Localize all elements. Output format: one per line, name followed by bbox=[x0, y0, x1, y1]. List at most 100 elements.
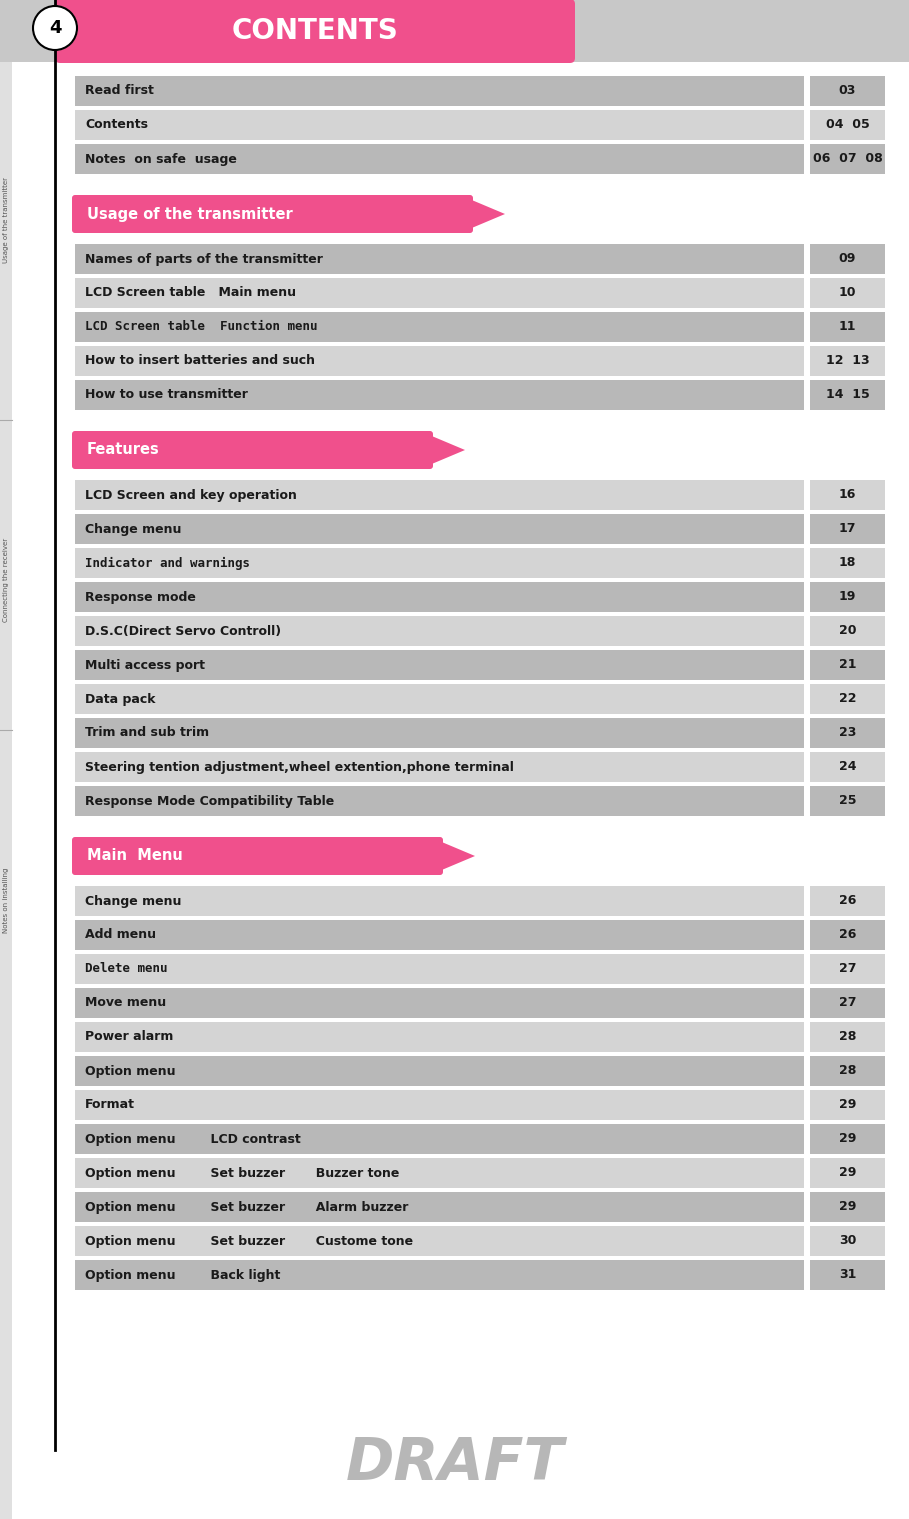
FancyBboxPatch shape bbox=[810, 1192, 885, 1221]
Text: 24: 24 bbox=[839, 761, 856, 773]
FancyBboxPatch shape bbox=[804, 987, 810, 1018]
FancyBboxPatch shape bbox=[72, 194, 473, 232]
FancyBboxPatch shape bbox=[75, 921, 804, 949]
Text: Usage of the transmitter: Usage of the transmitter bbox=[3, 178, 9, 263]
FancyBboxPatch shape bbox=[75, 684, 804, 714]
FancyBboxPatch shape bbox=[804, 718, 810, 747]
Polygon shape bbox=[467, 197, 505, 229]
FancyBboxPatch shape bbox=[804, 684, 810, 714]
Text: LCD Screen table   Main menu: LCD Screen table Main menu bbox=[85, 287, 296, 299]
FancyBboxPatch shape bbox=[804, 144, 810, 175]
FancyBboxPatch shape bbox=[804, 245, 810, 273]
Text: 17: 17 bbox=[839, 523, 856, 536]
Text: Indicator and warnings: Indicator and warnings bbox=[85, 556, 250, 570]
FancyBboxPatch shape bbox=[804, 954, 810, 984]
FancyBboxPatch shape bbox=[75, 346, 804, 377]
FancyBboxPatch shape bbox=[804, 617, 810, 646]
FancyBboxPatch shape bbox=[810, 1157, 885, 1188]
FancyBboxPatch shape bbox=[810, 752, 885, 782]
FancyBboxPatch shape bbox=[810, 278, 885, 308]
Text: 06  07  08: 06 07 08 bbox=[813, 152, 883, 166]
FancyBboxPatch shape bbox=[804, 76, 810, 106]
Text: Read first: Read first bbox=[85, 85, 154, 97]
Text: 19: 19 bbox=[839, 591, 856, 603]
FancyBboxPatch shape bbox=[804, 548, 810, 579]
Text: Delete menu: Delete menu bbox=[85, 963, 167, 975]
FancyBboxPatch shape bbox=[75, 380, 804, 410]
FancyBboxPatch shape bbox=[810, 886, 885, 916]
FancyBboxPatch shape bbox=[804, 921, 810, 949]
Text: Option menu        Back light: Option menu Back light bbox=[85, 1268, 280, 1282]
Text: 16: 16 bbox=[839, 489, 856, 501]
Text: Add menu: Add menu bbox=[85, 928, 156, 942]
FancyBboxPatch shape bbox=[804, 480, 810, 510]
Circle shape bbox=[33, 6, 77, 50]
Text: 04  05: 04 05 bbox=[825, 118, 869, 132]
FancyBboxPatch shape bbox=[75, 1091, 804, 1120]
FancyBboxPatch shape bbox=[810, 1259, 885, 1290]
Text: Connecting the receiver: Connecting the receiver bbox=[3, 538, 9, 623]
Text: Data pack: Data pack bbox=[85, 693, 155, 705]
Text: 03: 03 bbox=[839, 85, 856, 97]
FancyBboxPatch shape bbox=[75, 109, 804, 140]
FancyBboxPatch shape bbox=[0, 0, 909, 62]
FancyBboxPatch shape bbox=[804, 1157, 810, 1188]
Text: 27: 27 bbox=[839, 963, 856, 975]
FancyBboxPatch shape bbox=[804, 1124, 810, 1154]
Text: Names of parts of the transmitter: Names of parts of the transmitter bbox=[85, 252, 323, 266]
FancyBboxPatch shape bbox=[804, 582, 810, 612]
Text: 29: 29 bbox=[839, 1167, 856, 1179]
FancyBboxPatch shape bbox=[75, 76, 804, 106]
FancyBboxPatch shape bbox=[75, 480, 804, 510]
FancyBboxPatch shape bbox=[804, 109, 810, 140]
Text: Trim and sub trim: Trim and sub trim bbox=[85, 726, 209, 740]
FancyBboxPatch shape bbox=[75, 311, 804, 342]
FancyBboxPatch shape bbox=[810, 987, 885, 1018]
Text: Format: Format bbox=[85, 1098, 135, 1112]
FancyBboxPatch shape bbox=[75, 886, 804, 916]
Text: 22: 22 bbox=[839, 693, 856, 705]
Text: 29: 29 bbox=[839, 1133, 856, 1145]
Text: CONTENTS: CONTENTS bbox=[232, 17, 398, 46]
FancyBboxPatch shape bbox=[0, 62, 12, 1519]
Text: Response Mode Compatibility Table: Response Mode Compatibility Table bbox=[85, 794, 335, 808]
Text: 28: 28 bbox=[839, 1065, 856, 1077]
Text: 31: 31 bbox=[839, 1268, 856, 1282]
Text: Option menu        Set buzzer       Buzzer tone: Option menu Set buzzer Buzzer tone bbox=[85, 1167, 399, 1179]
FancyBboxPatch shape bbox=[75, 548, 804, 579]
FancyBboxPatch shape bbox=[810, 718, 885, 747]
FancyBboxPatch shape bbox=[810, 954, 885, 984]
FancyBboxPatch shape bbox=[75, 144, 804, 175]
FancyBboxPatch shape bbox=[810, 1124, 885, 1154]
FancyBboxPatch shape bbox=[804, 380, 810, 410]
Text: 4: 4 bbox=[49, 20, 61, 36]
FancyBboxPatch shape bbox=[810, 921, 885, 949]
Text: DRAFT: DRAFT bbox=[345, 1435, 564, 1493]
FancyBboxPatch shape bbox=[810, 346, 885, 377]
FancyBboxPatch shape bbox=[75, 650, 804, 681]
Text: Usage of the transmitter: Usage of the transmitter bbox=[87, 207, 293, 222]
Text: Multi access port: Multi access port bbox=[85, 659, 205, 671]
FancyBboxPatch shape bbox=[75, 987, 804, 1018]
Polygon shape bbox=[427, 434, 465, 466]
FancyBboxPatch shape bbox=[75, 617, 804, 646]
FancyBboxPatch shape bbox=[75, 954, 804, 984]
FancyBboxPatch shape bbox=[810, 1056, 885, 1086]
FancyBboxPatch shape bbox=[55, 0, 575, 62]
Text: How to insert batteries and such: How to insert batteries and such bbox=[85, 354, 315, 368]
FancyBboxPatch shape bbox=[810, 582, 885, 612]
FancyBboxPatch shape bbox=[804, 752, 810, 782]
FancyBboxPatch shape bbox=[804, 650, 810, 681]
FancyBboxPatch shape bbox=[804, 886, 810, 916]
Text: 11: 11 bbox=[839, 321, 856, 334]
FancyBboxPatch shape bbox=[810, 245, 885, 273]
Text: Move menu: Move menu bbox=[85, 996, 166, 1010]
Text: 21: 21 bbox=[839, 659, 856, 671]
Text: How to use transmitter: How to use transmitter bbox=[85, 389, 248, 401]
FancyBboxPatch shape bbox=[810, 380, 885, 410]
Text: 26: 26 bbox=[839, 928, 856, 942]
Text: 18: 18 bbox=[839, 556, 856, 570]
FancyBboxPatch shape bbox=[810, 480, 885, 510]
FancyBboxPatch shape bbox=[804, 1091, 810, 1120]
Text: Contents: Contents bbox=[85, 118, 148, 132]
